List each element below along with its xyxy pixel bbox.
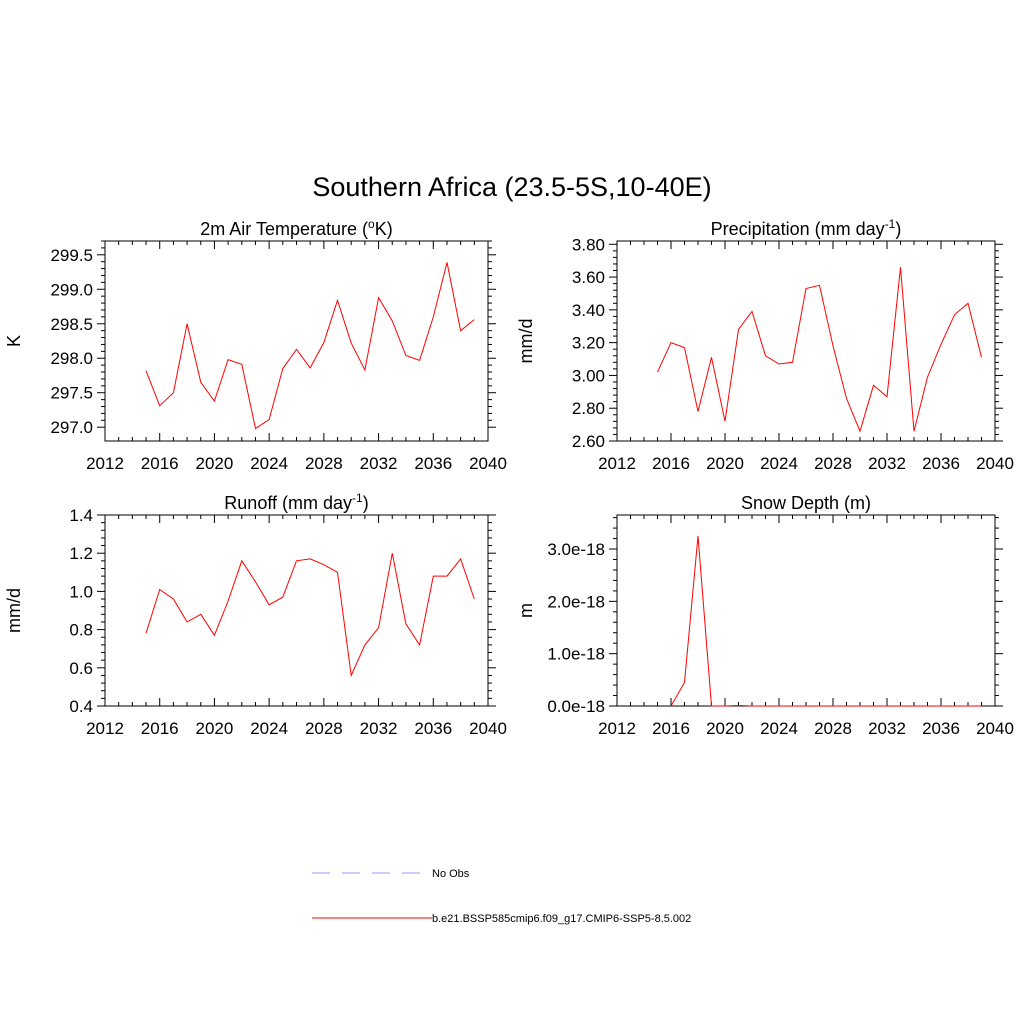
y-tick-label: 0.6 (69, 659, 93, 678)
y-tick-label: 1.4 (69, 506, 93, 525)
panel-4: Snow Depth (m) 2012 2016 2020 2024 2028 2032 20… (516, 493, 1014, 738)
y-tick-label: 297.5 (50, 384, 93, 403)
y-tick-label: 2.80 (572, 399, 605, 418)
panel-title-main: Snow Depth (m) (741, 493, 871, 513)
panel-1: 2m Air Temperature (oK) 2012 2016 2020 2024 2… (4, 217, 507, 473)
panel-3: Runoff (mm day-1) 2012 2016 2020 2024 2028 203… (4, 491, 507, 738)
panel-title-superscript: -1 (352, 491, 363, 505)
x-tick-label: 2040 (976, 454, 1014, 473)
x-tick-label: 2032 (868, 719, 906, 738)
x-tick-label: 2020 (706, 454, 744, 473)
y-tick-label: 3.20 (572, 334, 605, 353)
y-tick-label: 0.4 (69, 697, 93, 716)
panel-title-superscript: o (368, 217, 375, 231)
y-tick-label: 3.0e-18 (547, 540, 605, 559)
x-tick-label: 2040 (469, 719, 507, 738)
x-tick-label: 2012 (598, 719, 636, 738)
x-tick-label: 2016 (652, 454, 690, 473)
plot-frame (616, 514, 996, 707)
x-tick-label: 2040 (469, 454, 507, 473)
x-tick-label: 2032 (360, 454, 398, 473)
y-tick-label: 3.60 (572, 268, 605, 287)
panel-title-main: Precipitation (mm day (711, 219, 885, 239)
series-line (145, 553, 475, 678)
y-tick-label: 1.0 (69, 582, 93, 601)
x-tick-label: 2016 (652, 719, 690, 738)
figure-title: Southern Africa (23.5-5S,10-40E) (312, 172, 711, 202)
y-axis-label: K (4, 335, 24, 347)
panel-title-main: 2m Air Temperature ( (200, 219, 368, 239)
y-tick-label: 2.0e-18 (547, 592, 605, 611)
y-tick-label: 298.0 (50, 349, 93, 368)
x-tick-label: 2028 (814, 719, 852, 738)
x-tick-label: 2036 (414, 719, 452, 738)
series-line (670, 535, 982, 707)
legend: No Obs b.e21.BSSP585cmip6.f09_g17.CMIP6-… (312, 868, 691, 925)
panel-title-superscript: -1 (885, 217, 896, 231)
x-tick-label: 2024 (760, 719, 798, 738)
x-tick-label: 2020 (706, 719, 744, 738)
y-tick-label: 3.80 (572, 235, 605, 254)
x-tick-label: 2024 (760, 454, 798, 473)
panel-title: Snow Depth (m) (741, 493, 871, 513)
x-tick-label: 2020 (196, 719, 234, 738)
y-tick-label: 297.0 (50, 418, 93, 437)
panel-title-suffix: K) (375, 219, 393, 239)
x-tick-label: 2020 (196, 454, 234, 473)
x-tick-label: 2028 (814, 454, 852, 473)
y-axis-label: mm/d (516, 319, 536, 364)
x-tick-label: 2036 (922, 454, 960, 473)
y-tick-label: 1.2 (69, 544, 93, 563)
panel-title-suffix: ) (895, 219, 901, 239)
series-line (657, 267, 982, 433)
y-tick-label: 299.0 (50, 280, 93, 299)
plot-frame (104, 514, 489, 707)
x-tick-label: 2012 (86, 454, 124, 473)
plot-frame (104, 240, 489, 442)
x-tick-label: 2036 (922, 719, 960, 738)
plot-frame (616, 240, 996, 442)
y-tick-label: 299.5 (50, 246, 93, 265)
panel-title: Precipitation (mm day-1) (711, 217, 902, 239)
x-tick-label: 2032 (868, 454, 906, 473)
x-tick-label: 2028 (305, 454, 343, 473)
y-tick-label: 2.60 (572, 432, 605, 451)
legend-label-model: b.e21.BSSP585cmip6.f09_g17.CMIP6-SSP5-8.… (432, 913, 691, 925)
x-tick-label: 2024 (250, 719, 288, 738)
panel-title-suffix: ) (363, 493, 369, 513)
y-tick-label: 3.40 (572, 301, 605, 320)
x-tick-label: 2036 (414, 454, 452, 473)
x-tick-label: 2040 (976, 719, 1014, 738)
legend-label-obs: No Obs (432, 868, 470, 880)
x-tick-label: 2024 (250, 454, 288, 473)
panel-title-main: Runoff (mm day (224, 493, 352, 513)
x-tick-label: 2012 (598, 454, 636, 473)
x-tick-label: 2016 (141, 719, 179, 738)
panel-title: 2m Air Temperature (oK) (200, 217, 392, 239)
x-tick-label: 2012 (86, 719, 124, 738)
y-tick-label: 0.0e-18 (547, 697, 605, 716)
panel-2: Precipitation (mm day-1) 2012 2016 2020 2024… (516, 217, 1014, 473)
y-axis-label: m (516, 603, 536, 618)
y-tick-label: 298.5 (50, 315, 93, 334)
y-tick-label: 0.8 (69, 621, 93, 640)
series-line (145, 262, 475, 430)
y-tick-label: 1.0e-18 (547, 645, 605, 664)
y-tick-label: 3.00 (572, 366, 605, 385)
x-tick-label: 2028 (305, 719, 343, 738)
x-tick-label: 2016 (141, 454, 179, 473)
panel-title: Runoff (mm day-1) (224, 491, 368, 513)
panels: 2m Air Temperature (oK)2012 2016 2020 2024 2… (4, 217, 1014, 738)
y-axis-label: mm/d (4, 588, 24, 633)
x-tick-label: 2032 (360, 719, 398, 738)
